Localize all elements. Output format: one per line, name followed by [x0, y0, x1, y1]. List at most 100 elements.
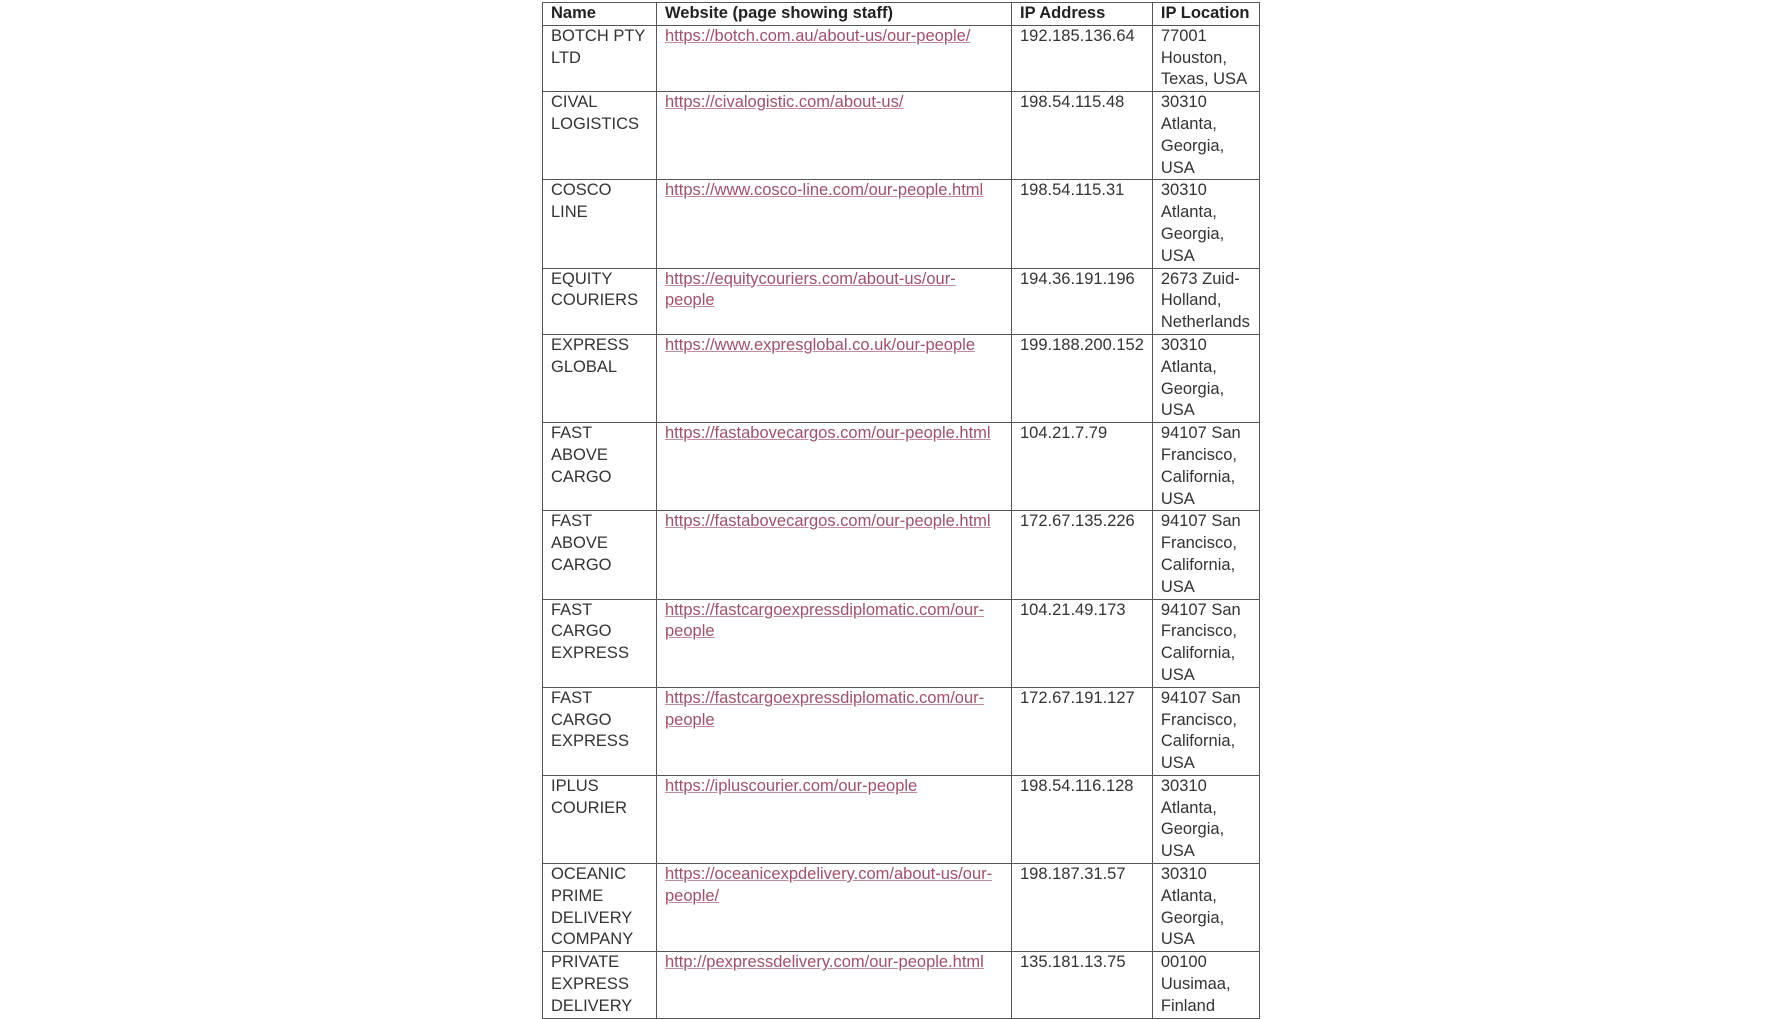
table-row: EQUITY COURIERS https://equitycouriers.co…: [542, 267, 1260, 335]
company-name: COSCO LINE: [551, 181, 612, 222]
ip-location-cell: 30310 Atlanta, Georgia, USA: [1151, 774, 1260, 865]
company-name-cell: PRIVATE EXPRESS DELIVERY: [542, 951, 657, 1019]
header-website: Website (page showing staff): [656, 2, 1012, 26]
table-row: IPLUS COURIER https://ipluscourier.com/ou…: [542, 774, 1260, 865]
company-name-cell: CIVAL LOGISTICS: [542, 91, 657, 181]
company-name: FAST ABOVE CARGO: [551, 512, 612, 574]
ip-location: 00100 Uusimaa, Finland: [1160, 953, 1231, 1015]
website-cell: https://fastabovecargos.com/our-people.h…: [656, 422, 1012, 512]
table-row: OCEANIC PRIME DELIVERY COMPANY https://oc…: [542, 863, 1260, 953]
ip-location: 30310 Atlanta, Georgia, USA: [1160, 776, 1225, 861]
company-name-cell: IPLUS COURIER: [542, 774, 657, 865]
website-link[interactable]: https://fastabovecargos.com/our-people.h…: [665, 424, 991, 443]
ip-address: 135.181.13.75: [1020, 953, 1126, 972]
ip-location-cell: 2673 Zuid-Holland, Netherlands: [1151, 267, 1260, 335]
ip-location: 30310 Atlanta, Georgia, USA: [1160, 181, 1225, 265]
website-link[interactable]: https://fastcargoexpressdiplomatic.com/o…: [665, 688, 985, 729]
ip-location-cell: 94107 San Francisco, California, USA: [1151, 510, 1260, 600]
website-link[interactable]: https://botch.com.au/about-us/our-people…: [665, 26, 971, 45]
website-link[interactable]: http://pexpressdelivery.com/our-people.h…: [665, 953, 984, 972]
website-cell: https://botch.com.au/about-us/our-people…: [656, 24, 1012, 93]
ip-location-cell: 30310 Atlanta, Georgia, USA: [1151, 333, 1260, 424]
ip-address: 194.36.191.196: [1020, 269, 1135, 288]
table-row: EXPRESS GLOBAL https://www.expresglobal.c…: [542, 333, 1260, 424]
ip-address-cell: 104.21.7.79: [1011, 422, 1153, 512]
company-name-cell: FAST ABOVE CARGO: [542, 422, 657, 512]
website-cell: https://www.expresglobal.co.uk/our-peopl…: [656, 333, 1012, 424]
table-row: PRIVATE EXPRESS DELIVERY http://pexpressd…: [542, 951, 1260, 1019]
company-name-cell: FAST CARGO EXPRESS: [542, 686, 657, 776]
table-row: FAST ABOVE CARGO https://fastabovecargos.…: [542, 510, 1260, 600]
ip-location: 2673 Zuid-Holland, Netherlands: [1160, 269, 1250, 332]
ip-address-cell: 198.54.115.31: [1011, 179, 1153, 269]
ip-address-cell: 172.67.191.127: [1011, 686, 1153, 776]
ip-address: 198.187.31.57: [1020, 865, 1126, 884]
company-name-cell: BOTCH PTY LTD: [542, 24, 657, 93]
company-name-cell: COSCO LINE: [542, 179, 657, 269]
ip-address: 172.67.135.226: [1020, 512, 1135, 531]
ip-location: 30310 Atlanta, Georgia, USA: [1160, 93, 1225, 177]
ip-location: 94107 San Francisco, California, USA: [1160, 600, 1241, 684]
website-cell: https://civalogistic.com/about-us/: [656, 91, 1012, 181]
website-link[interactable]: https://ipluscourier.com/our-people: [665, 776, 918, 795]
ip-address-cell: 194.36.191.196: [1011, 267, 1153, 335]
ip-address: 198.54.115.31: [1020, 181, 1125, 200]
ip-location: 30310 Atlanta, Georgia, USA: [1160, 865, 1225, 949]
ip-location-cell: 30310 Atlanta, Georgia, USA: [1151, 179, 1260, 269]
website-cell: https://fastcargoexpressdiplomatic.com/o…: [656, 686, 1012, 776]
ip-address: 199.188.200.152: [1020, 335, 1144, 354]
company-name: FAST CARGO EXPRESS: [551, 688, 629, 751]
ip-address-cell: 135.181.13.75: [1011, 951, 1153, 1019]
website-cell: https://ipluscourier.com/our-people: [656, 774, 1012, 865]
website-link[interactable]: https://www.expresglobal.co.uk/our-peopl…: [665, 335, 976, 354]
company-name: EXPRESS GLOBAL: [551, 335, 629, 376]
ip-address: 198.54.115.48: [1020, 93, 1125, 112]
table-row: COSCO LINE https://www.cosco-line.com/our…: [542, 179, 1260, 269]
header-ip-location: IP Location: [1151, 2, 1260, 26]
header-ip-address: IP Address: [1011, 2, 1153, 26]
company-name-cell: EQUITY COURIERS: [542, 267, 657, 335]
ip-location-cell: 30310 Atlanta, Georgia, USA: [1151, 91, 1260, 181]
website-cell: https://oceanicexpdelivery.com/about-us/…: [656, 863, 1012, 953]
ip-address-cell: 199.188.200.152: [1011, 333, 1153, 424]
ip-location-cell: 94107 San Francisco, California, USA: [1151, 598, 1260, 688]
ip-address: 172.67.191.127: [1020, 688, 1135, 707]
ip-address: 198.54.116.128: [1020, 776, 1134, 795]
website-link[interactable]: https://fastcargoexpressdiplomatic.com/o…: [665, 600, 985, 641]
table-row: FAST ABOVE CARGO https://fastabovecargos.…: [542, 422, 1260, 512]
ip-location-cell: 30310 Atlanta, Georgia, USA: [1151, 863, 1260, 953]
ip-location: 30310 Atlanta, Georgia, USA: [1160, 335, 1225, 420]
website-link[interactable]: https://oceanicexpdelivery.com/about-us/…: [665, 865, 993, 905]
company-name: BOTCH PTY LTD: [551, 26, 646, 67]
website-link[interactable]: https://fastabovecargos.com/our-people.h…: [665, 512, 991, 531]
ip-location: 94107 San Francisco, California, USA: [1160, 424, 1241, 508]
company-name: FAST CARGO EXPRESS: [551, 600, 629, 663]
staff-websites-table: Name Website (page showing staff) IP Add…: [542, 2, 1260, 1019]
ip-address-cell: 198.187.31.57: [1011, 863, 1153, 953]
website-link[interactable]: https://equitycouriers.com/about-us/our-…: [665, 269, 956, 310]
header-row: Name Website (page showing staff) IP Add…: [542, 2, 1260, 26]
company-name: OCEANIC PRIME DELIVERY COMPANY: [551, 865, 634, 949]
ip-location: 94107 San Francisco, California, USA: [1160, 512, 1241, 596]
ip-address: 104.21.49.173: [1020, 600, 1126, 619]
ip-address-cell: 198.54.115.48: [1011, 91, 1153, 181]
company-name: FAST ABOVE CARGO: [551, 424, 612, 486]
website-cell: https://equitycouriers.com/about-us/our-…: [656, 267, 1012, 335]
ip-address: 192.185.136.64: [1020, 26, 1135, 45]
website-cell: https://www.cosco-line.com/our-people.ht…: [656, 179, 1012, 269]
header-name: Name: [542, 2, 657, 26]
website-link[interactable]: https://www.cosco-line.com/our-people.ht…: [665, 181, 984, 200]
company-name: IPLUS COURIER: [551, 776, 628, 817]
ip-address-cell: 192.185.136.64: [1011, 24, 1153, 93]
ip-address-cell: 104.21.49.173: [1011, 598, 1153, 688]
ip-location-cell: 00100 Uusimaa, Finland: [1151, 951, 1260, 1019]
company-name-cell: FAST CARGO EXPRESS: [542, 598, 657, 688]
table-row: FAST CARGO EXPRESS https://fastcargoexpre…: [542, 686, 1260, 776]
website-link[interactable]: https://civalogistic.com/about-us/: [665, 93, 904, 112]
ip-address-cell: 172.67.135.226: [1011, 510, 1153, 600]
ip-location-cell: 94107 San Francisco, California, USA: [1151, 422, 1260, 512]
company-name: PRIVATE EXPRESS DELIVERY: [551, 953, 633, 1015]
ip-address: 104.21.7.79: [1020, 424, 1108, 443]
ip-location-cell: 94107 San Francisco, California, USA: [1151, 686, 1260, 776]
company-name-cell: EXPRESS GLOBAL: [542, 333, 657, 424]
